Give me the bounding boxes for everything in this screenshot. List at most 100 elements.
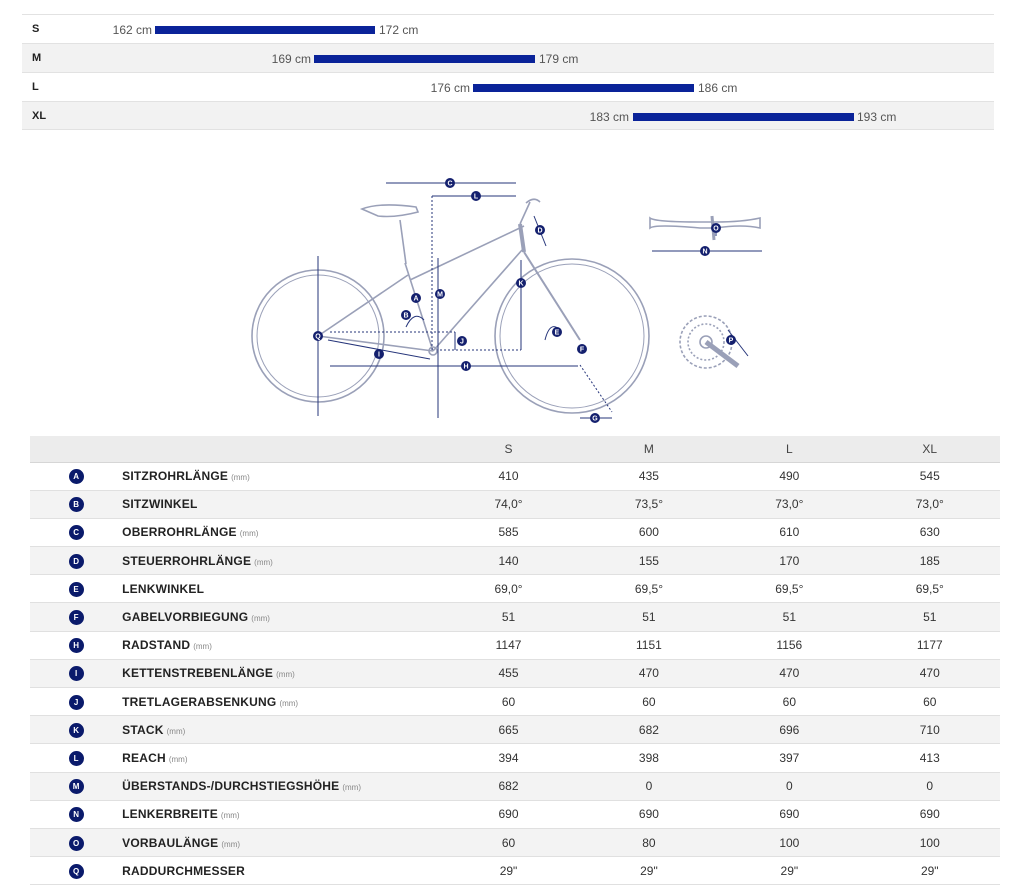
parameter-name: ÜBERSTANDS-/DURCHSTIEGSHÖHE	[122, 779, 340, 794]
row-letter-cell: D	[30, 546, 123, 576]
range-max: 179 cm	[539, 52, 579, 66]
badge-h: H	[461, 361, 471, 371]
range-min: 169 cm	[271, 52, 311, 66]
badge-d: D	[535, 225, 545, 235]
value-cell: 155	[578, 546, 720, 576]
size-range-row-l: L 176 cm 186 cm	[22, 72, 994, 101]
value-cell: 690	[578, 800, 720, 829]
badge-q: Q	[313, 331, 323, 341]
parameter-name: SITZWINKEL	[122, 497, 198, 512]
table-row: J TRETLAGERABSENKUNG (mm) 60 60 60 60	[30, 687, 1000, 717]
value-cell: 0	[719, 772, 860, 801]
header-name	[122, 436, 439, 463]
dim-seat-angle-arc	[405, 315, 425, 328]
size-label: M	[32, 52, 42, 64]
value-cell: 170	[719, 546, 860, 576]
row-letter-cell: O	[30, 828, 123, 858]
seat-tube	[404, 262, 434, 352]
parameter-unit: (mm)	[193, 642, 212, 652]
parameter-name: GABELVORBIEGUNG	[122, 610, 249, 625]
parameter-unit: (mm)	[168, 754, 188, 764]
letter-badge: Q	[68, 863, 84, 879]
size-range-row-m: M 169 cm 179 cm	[22, 43, 994, 72]
badge-k: K	[516, 278, 526, 288]
table-row: C OBERROHRLÄNGE (mm) 585 600 610 630	[30, 518, 1000, 548]
parameter-unit: (mm)	[166, 726, 186, 736]
bottom-bracket	[428, 346, 438, 356]
value-cell: 60	[438, 687, 579, 717]
value-cell: 73,5°	[578, 490, 720, 519]
value-cell: 682	[578, 715, 720, 745]
range-bar	[314, 55, 535, 63]
value-cell: 585	[438, 518, 579, 548]
letter-badge: E	[68, 581, 84, 597]
table-row: L REACH (mm) 394 398 397 413	[30, 743, 1000, 773]
value-cell: 610	[719, 518, 860, 548]
parameter-unit: (mm)	[279, 698, 299, 708]
value-cell: 60	[438, 828, 579, 858]
parameter-name: LENKWINKEL	[122, 581, 205, 596]
row-name-cell: RADDURCHMESSER	[122, 856, 439, 886]
letter-badge: F	[68, 610, 84, 626]
row-letter-cell: C	[30, 518, 123, 548]
parameter-name: SITZROHRLÄNGE	[122, 469, 229, 484]
letter-badge: I	[68, 666, 84, 682]
row-name-cell: GABELVORBIEGUNG (mm)	[122, 602, 439, 632]
value-cell: 490	[719, 462, 860, 491]
header-size-s: S	[438, 436, 579, 463]
row-letter-cell: H	[30, 631, 123, 660]
table-body: A SITZROHRLÄNGE (mm) 410 435 490 545 B SITZWINKE…	[30, 462, 1000, 886]
bike-geometry-diagram: C L D M K A B Q J I H E F G O N P	[0, 140, 1020, 430]
range-max: 186 cm	[698, 81, 738, 95]
table-row: A SITZROHRLÄNGE (mm) 410 435 490 545	[30, 462, 1000, 491]
parameter-unit: (mm)	[239, 529, 259, 539]
badge-text: Q	[315, 334, 321, 341]
value-cell: 1147	[438, 631, 579, 660]
letter-badge: D	[68, 553, 84, 569]
badge-text: I	[378, 352, 380, 359]
parameter-name: STEUERROHRLÄNGE	[122, 553, 252, 568]
parameter-unit: (mm)	[342, 783, 361, 793]
value-cell: 600	[578, 518, 720, 548]
table-header-row: S M L XL	[30, 436, 1000, 463]
crank-spindle	[699, 335, 713, 349]
row-letter-cell: J	[30, 687, 123, 717]
value-cell: 682	[438, 772, 579, 801]
value-cell: 665	[438, 715, 579, 745]
value-cell: 140	[438, 546, 579, 576]
table-row: M ÜBERSTANDS-/DURCHSTIEGSHÖHE (mm) 682 0 0 0	[30, 772, 1000, 801]
table-row: K STACK (mm) 665 682 696 710	[30, 715, 1000, 745]
value-cell: 410	[438, 462, 579, 491]
front-wheel-inner	[499, 263, 645, 409]
value-cell: 73,0°	[859, 490, 1000, 519]
badge-text: L	[474, 194, 479, 201]
parameter-unit: (mm)	[221, 839, 241, 849]
value-cell: 470	[719, 659, 860, 689]
badge-e: E	[552, 327, 562, 337]
badge-o: O	[711, 223, 721, 233]
value-cell: 710	[859, 715, 1000, 745]
table-row: I KETTENSTREBENLÄNGE (mm) 455 470 470 470	[30, 659, 1000, 689]
row-name-cell: REACH (mm)	[122, 743, 439, 773]
size-label: XL	[32, 110, 47, 122]
size-label: L	[32, 81, 39, 93]
badge-text: N	[702, 249, 707, 256]
parameter-name: TRETLAGERABSENKUNG	[122, 694, 277, 709]
badge-text: E	[555, 330, 560, 337]
value-cell: 1151	[578, 631, 720, 660]
letter-badge: M	[68, 779, 84, 795]
value-cell: 100	[859, 828, 1000, 858]
parameter-name: KETTENSTREBENLÄNGE	[122, 666, 274, 681]
letter-badge: H	[68, 638, 84, 654]
handlebar-top-view	[649, 216, 761, 230]
value-cell: 690	[438, 800, 579, 829]
row-name-cell: TRETLAGERABSENKUNG (mm)	[122, 687, 439, 717]
value-cell: 69,5°	[578, 574, 720, 604]
badge-j: J	[457, 336, 467, 346]
range-max: 172 cm	[379, 23, 419, 37]
letter-badge: J	[68, 694, 84, 710]
badge-text: D	[537, 228, 542, 235]
head-tube	[518, 223, 526, 253]
row-name-cell: RADSTAND (mm)	[122, 631, 439, 660]
badge-text: H	[463, 364, 468, 371]
